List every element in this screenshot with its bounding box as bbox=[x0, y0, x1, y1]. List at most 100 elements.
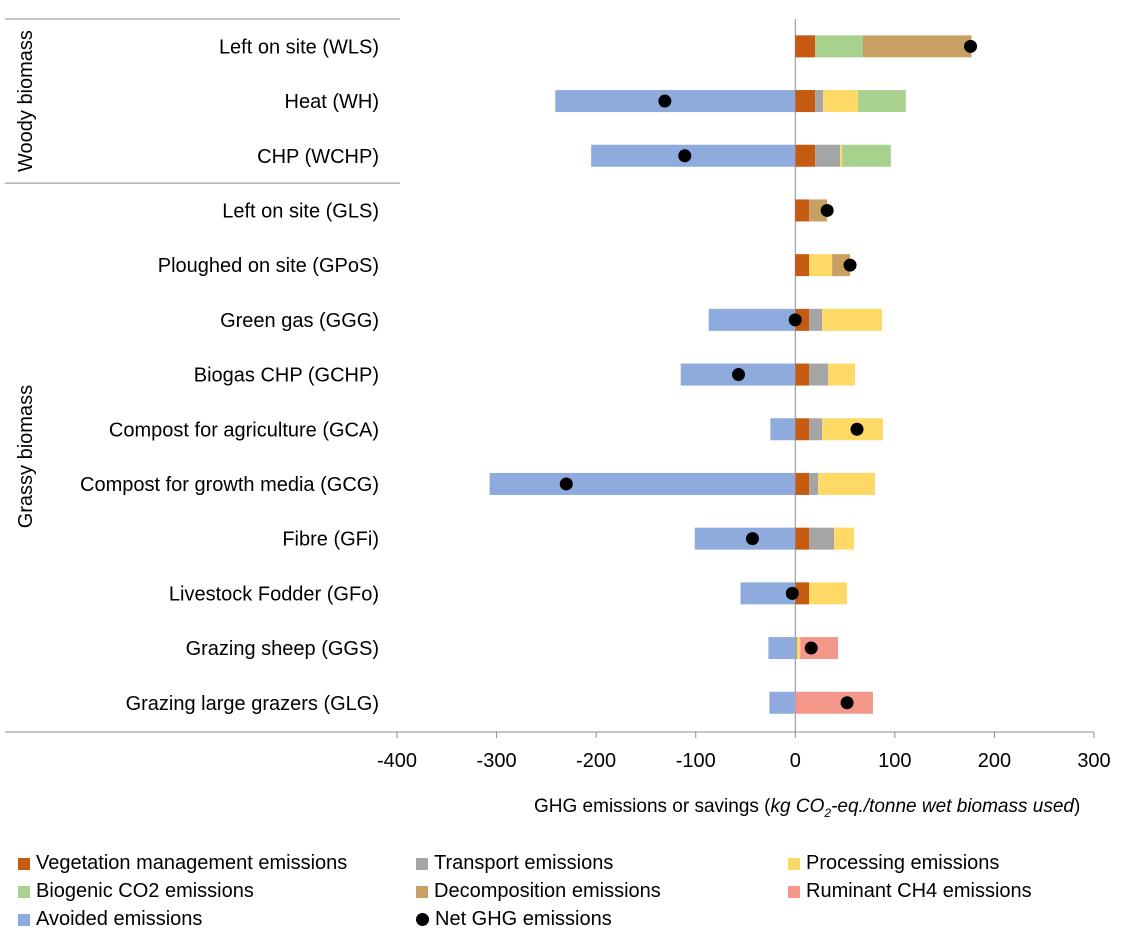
bar-segment bbox=[809, 363, 829, 386]
category-label: Ploughed on site (GPoS) bbox=[158, 255, 379, 277]
net-point bbox=[804, 641, 818, 655]
bar-segment bbox=[795, 35, 816, 58]
category-label: CHP (WCHP) bbox=[257, 146, 379, 168]
bar-segment bbox=[795, 90, 816, 113]
category-label: Heat (WH) bbox=[285, 91, 379, 113]
category-label: Green gas (GGG) bbox=[220, 310, 379, 332]
bar-segment bbox=[795, 418, 810, 441]
chart-axes: -400 -300 -200 -100 0 100 200 300 bbox=[5, 18, 1111, 772]
bar-segment bbox=[858, 90, 906, 113]
legend-label: Ruminant CH4 emissions bbox=[806, 880, 1032, 902]
legend-label: Avoided emissions bbox=[36, 908, 203, 930]
x-tick-label: 0 bbox=[790, 750, 801, 772]
x-tick-label: 100 bbox=[878, 750, 911, 772]
x-tick-label: -100 bbox=[676, 750, 716, 772]
x-tick-label: 300 bbox=[1077, 750, 1110, 772]
net-point bbox=[850, 422, 864, 436]
bar-segment bbox=[862, 35, 972, 58]
net-point bbox=[964, 39, 978, 53]
legend-item: Net GHG emissions bbox=[416, 908, 612, 931]
bar-segment bbox=[770, 418, 796, 441]
x-tick-label: -400 bbox=[377, 750, 417, 772]
category-label: Compost for growth media (GCG) bbox=[80, 474, 379, 496]
bar-segment bbox=[834, 527, 855, 550]
category-label: Compost for agriculture (GCA) bbox=[109, 419, 379, 441]
chart-bars bbox=[489, 35, 978, 714]
bar-segment bbox=[795, 582, 810, 605]
x-tick-label: -300 bbox=[477, 750, 517, 772]
bar-segment bbox=[815, 90, 824, 113]
legend-label: Decomposition emissions bbox=[434, 880, 661, 902]
bar-segment bbox=[823, 90, 859, 113]
legend-item: Ruminant CH4 emissions bbox=[788, 880, 1032, 903]
legend-swatch bbox=[18, 913, 30, 926]
bar-segment bbox=[809, 308, 823, 331]
bar-segment bbox=[809, 582, 848, 605]
bar-segment bbox=[795, 254, 810, 277]
bar-segment bbox=[795, 144, 816, 167]
legend-swatch bbox=[18, 885, 30, 898]
bar-segment bbox=[809, 254, 833, 277]
bar-segment bbox=[809, 418, 823, 441]
bar-segment bbox=[795, 308, 810, 331]
net-point bbox=[840, 696, 854, 710]
legend-label: Processing emissions bbox=[806, 852, 1000, 874]
net-point bbox=[820, 203, 834, 217]
net-point bbox=[745, 532, 759, 546]
bar-segment bbox=[840, 144, 843, 167]
bar-segment bbox=[795, 691, 873, 714]
bar-segment bbox=[768, 637, 796, 660]
group-label: Grassy biomass bbox=[15, 385, 37, 528]
legend-item: Avoided emissions bbox=[18, 908, 202, 931]
category-label: Grazing large grazers (GLG) bbox=[126, 693, 379, 715]
bar-segment bbox=[818, 472, 875, 495]
legend-swatch bbox=[788, 857, 800, 870]
net-point bbox=[678, 149, 692, 163]
bar-segment bbox=[842, 144, 891, 167]
x-tick-label: 200 bbox=[978, 750, 1011, 772]
bar-segment bbox=[555, 90, 796, 113]
legend-label: Transport emissions bbox=[434, 852, 614, 874]
bar-segment bbox=[809, 527, 835, 550]
legend-swatch bbox=[788, 885, 800, 898]
bar-segment bbox=[795, 199, 810, 222]
x-axis-label: GHG emissions or savings (kg CO2-eq./ton… bbox=[534, 796, 1081, 820]
bar-segment bbox=[591, 144, 796, 167]
legend-swatch bbox=[18, 857, 30, 870]
category-label: Biogas CHP (GCHP) bbox=[194, 365, 379, 387]
legend-item: Vegetation management emissions bbox=[18, 852, 347, 875]
bar-segment bbox=[708, 308, 796, 331]
net-point bbox=[559, 477, 573, 491]
bar-segment bbox=[822, 308, 882, 331]
bar-segment bbox=[815, 35, 863, 58]
legend-swatch bbox=[416, 857, 428, 870]
bar-segment bbox=[815, 144, 841, 167]
net-point bbox=[788, 313, 802, 327]
bar-segment bbox=[797, 637, 801, 660]
legend-swatch bbox=[416, 913, 429, 926]
category-label: Grazing sheep (GGS) bbox=[186, 638, 379, 660]
category-label: Left on site (WLS) bbox=[219, 36, 379, 58]
category-label: Left on site (GLS) bbox=[222, 200, 379, 222]
bar-segment bbox=[809, 472, 819, 495]
chart-labels: Woody biomass Grassy biomass Left on site … bbox=[15, 30, 379, 715]
bar-segment bbox=[489, 472, 796, 495]
x-tick-label: -200 bbox=[576, 750, 616, 772]
bar-segment bbox=[795, 637, 798, 660]
bar-segment bbox=[828, 363, 856, 386]
net-point bbox=[732, 368, 746, 382]
bar-segment bbox=[795, 527, 810, 550]
legend-item: Decomposition emissions bbox=[416, 880, 661, 903]
bar-segment bbox=[795, 472, 810, 495]
legend-label: Vegetation management emissions bbox=[36, 852, 348, 874]
legend-label: Biogenic CO2 emissions bbox=[36, 880, 254, 902]
net-point bbox=[658, 94, 672, 108]
bar-segment bbox=[694, 527, 796, 550]
bar-segment bbox=[769, 691, 796, 714]
bar-segment bbox=[832, 254, 851, 277]
net-point bbox=[843, 258, 857, 272]
net-point bbox=[785, 586, 799, 600]
group-label: Woody biomass bbox=[15, 30, 37, 172]
legend-item: Biogenic CO2 emissions bbox=[18, 880, 254, 903]
bar-segment bbox=[740, 582, 796, 605]
